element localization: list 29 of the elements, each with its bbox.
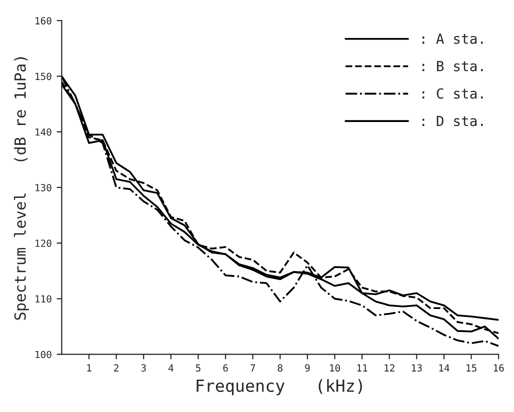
x-tick-label: 15 bbox=[466, 364, 476, 372]
legend-label: : A sta. bbox=[422, 34, 483, 44]
legend-label: : C sta. bbox=[422, 88, 483, 99]
x-tick-label: 8 bbox=[278, 364, 282, 372]
x-tick-label: 13 bbox=[412, 364, 422, 372]
y-tick-label: 120 bbox=[36, 240, 52, 247]
x-tick-label: 5 bbox=[196, 364, 200, 372]
x-tick-label: 7 bbox=[250, 364, 256, 372]
x-tick-label: 2 bbox=[114, 364, 118, 372]
y-tick-label: 100 bbox=[36, 350, 52, 358]
x-tick-label: 1 bbox=[87, 364, 92, 372]
legend-label: : B sta. bbox=[422, 61, 483, 72]
y-axis-title: Spectrum level (dB re 1uPa) bbox=[14, 57, 29, 320]
x-tick-label: 3 bbox=[141, 364, 146, 372]
y-tick-label: 150 bbox=[36, 72, 52, 80]
x-tick-label: 11 bbox=[357, 364, 368, 372]
y-tick-label: 110 bbox=[36, 295, 52, 303]
x-tick-label: 10 bbox=[330, 364, 340, 372]
x-tick-label: 9 bbox=[305, 364, 310, 372]
y-tick-label: 130 bbox=[36, 184, 52, 192]
y-tick-label: 140 bbox=[36, 128, 52, 136]
y-tick-label: 160 bbox=[36, 17, 52, 24]
legend-label: : D sta. bbox=[422, 116, 483, 126]
x-tick-label: 6 bbox=[223, 364, 228, 372]
x-axis-title: Frequency (kHz) bbox=[196, 379, 362, 396]
x-tick-label: 14 bbox=[439, 364, 450, 372]
x-tick-label: 16 bbox=[494, 364, 504, 372]
x-tick-label: 12 bbox=[384, 364, 394, 372]
x-tick-label: 4 bbox=[168, 364, 174, 372]
